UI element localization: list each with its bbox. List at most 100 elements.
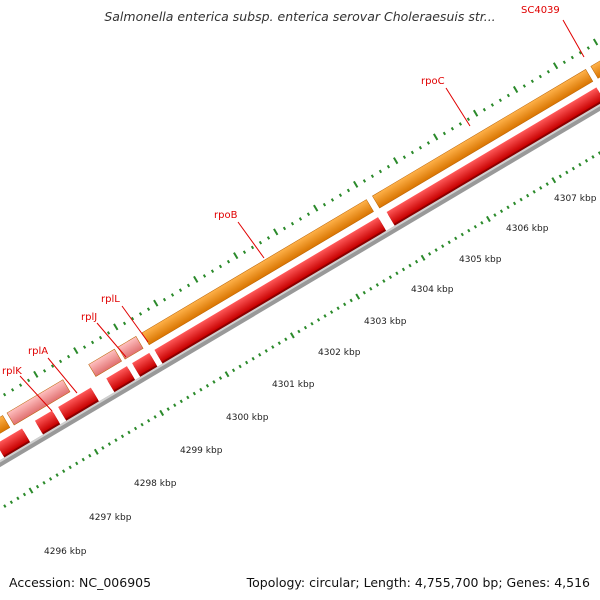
minor-tick — [386, 164, 391, 169]
scale-minor-tick — [591, 155, 595, 159]
scale-minor-tick — [310, 321, 314, 326]
major-tick — [113, 323, 119, 331]
minor-tick — [58, 359, 63, 364]
topology-summary: Topology: circular; Length: 4,755,700 bp… — [246, 575, 590, 590]
scale-minor-tick — [186, 395, 190, 400]
gene-label-rpob: rpoB — [214, 210, 238, 221]
scale-minor-tick — [434, 248, 438, 252]
scale-label: 4296 kbp — [44, 547, 87, 557]
scale-minor-tick — [42, 481, 46, 485]
minor-tick — [170, 293, 175, 297]
minor-tick — [178, 288, 183, 292]
minor-tick — [370, 174, 375, 179]
feature-cds — [0, 415, 11, 440]
major-tick — [432, 133, 439, 141]
scale-minor-tick — [526, 193, 530, 198]
scale-minor-tick — [519, 197, 523, 202]
major-tick — [592, 38, 599, 46]
scale-minor-tick — [460, 232, 464, 237]
scale-minor-tick — [584, 158, 589, 163]
minor-tick — [298, 217, 303, 221]
scale-minor-tick — [401, 267, 406, 272]
leader-line-rpla — [47, 357, 78, 394]
minor-tick — [378, 169, 383, 174]
scale-major-tick — [420, 254, 426, 261]
scale-minor-tick — [16, 496, 20, 501]
scale-tick-track — [3, 151, 600, 508]
scale-minor-tick — [388, 275, 393, 279]
scale-major-tick — [28, 487, 34, 494]
major-tick — [33, 370, 39, 378]
scale-minor-tick — [408, 263, 412, 268]
scale-minor-tick — [336, 306, 340, 311]
gene-label-rplj: rplJ — [81, 312, 97, 323]
minor-tick — [130, 316, 135, 321]
scale-minor-tick — [22, 492, 27, 497]
scale-minor-tick — [238, 364, 242, 369]
minor-tick — [250, 245, 255, 250]
scale-minor-tick — [146, 418, 151, 423]
scale-minor-tick — [284, 337, 288, 342]
scale-label: 4304 kbp — [411, 285, 454, 295]
scale-minor-tick — [107, 442, 112, 446]
major-tick — [233, 252, 239, 260]
major-tick — [193, 275, 199, 283]
gene-label-rplk: rplK — [2, 366, 22, 377]
minor-tick — [210, 269, 215, 273]
major-tick — [472, 109, 479, 117]
gene-block — [34, 410, 60, 433]
major-tick — [353, 180, 359, 188]
minor-tick — [282, 226, 287, 231]
minor-tick — [98, 335, 103, 340]
gene-label-rpla: rplA — [28, 346, 48, 357]
scale-minor-tick — [133, 426, 138, 431]
scale-label: 4300 kbp — [226, 413, 269, 423]
minor-tick — [410, 150, 415, 155]
feature-rpla — [6, 379, 71, 426]
scale-minor-tick — [454, 236, 458, 241]
gene-block — [132, 352, 157, 376]
major-tick — [552, 62, 559, 70]
feature-sc4039 — [590, 42, 600, 79]
scale-minor-tick — [375, 283, 379, 287]
feature-rpoc — [372, 69, 594, 209]
minor-tick — [482, 107, 487, 112]
scale-minor-tick — [467, 228, 471, 233]
minor-tick — [330, 198, 335, 202]
scale-minor-tick — [414, 259, 419, 264]
gene-label-rpll: rplL — [101, 294, 120, 305]
feature-rpll — [117, 336, 144, 360]
minor-tick — [226, 259, 231, 264]
minor-tick — [42, 369, 47, 373]
minor-tick — [426, 141, 431, 145]
minor-tick — [530, 79, 534, 84]
scale-minor-tick — [55, 473, 59, 477]
scale-minor-tick — [9, 500, 14, 505]
scale-label: 4305 kbp — [459, 255, 502, 265]
minor-tick — [258, 240, 263, 245]
scale-minor-tick — [277, 341, 281, 345]
scale-major-tick — [159, 409, 165, 417]
minor-tick — [418, 145, 423, 150]
leader-line-rpll — [121, 305, 149, 343]
scale-minor-tick — [101, 446, 105, 450]
scale-minor-tick — [231, 368, 236, 373]
scale-minor-tick — [140, 422, 144, 427]
scale-minor-tick — [441, 244, 445, 248]
scale-label-layer: 4296 kbp 4297 kbp 4298 kbp 4299 kbp 4300 kbp… — [44, 194, 597, 557]
gene-label-sc4039: SC4039 — [521, 5, 560, 16]
minor-tick — [106, 331, 111, 335]
scale-label: 4306 kbp — [506, 224, 549, 234]
minor-tick — [10, 388, 15, 392]
minor-tick — [450, 126, 455, 131]
minor-tick — [162, 297, 167, 302]
scale-minor-tick — [578, 162, 582, 167]
scale-minor-tick — [245, 360, 249, 365]
leader-line-sc4039 — [562, 19, 585, 58]
minor-tick — [66, 354, 71, 359]
scale-minor-tick — [493, 213, 497, 217]
scale-minor-tick — [68, 465, 72, 470]
scale-minor-tick — [447, 240, 451, 245]
minor-tick — [2, 392, 7, 397]
scale-minor-tick — [545, 182, 549, 186]
